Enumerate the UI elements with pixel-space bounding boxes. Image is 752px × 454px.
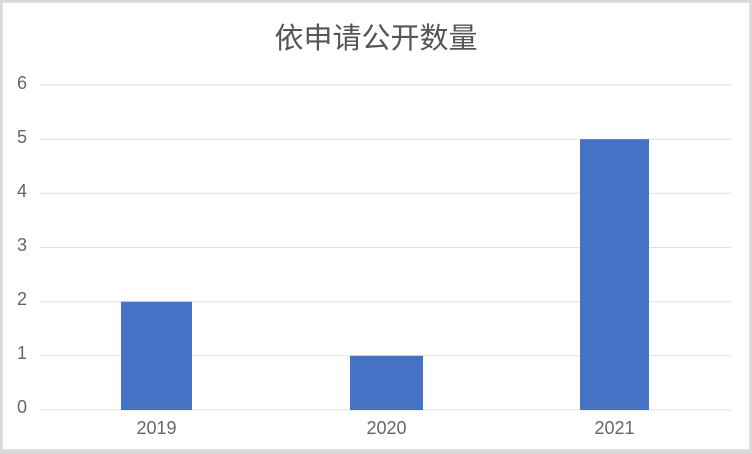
svg-text:2020: 2020	[366, 418, 406, 438]
svg-text:2: 2	[17, 289, 27, 309]
svg-text:3: 3	[17, 235, 27, 255]
svg-text:4: 4	[17, 181, 27, 201]
svg-text:2021: 2021	[594, 418, 634, 438]
svg-text:2019: 2019	[136, 418, 176, 438]
svg-text:6: 6	[17, 73, 27, 93]
svg-text:1: 1	[17, 343, 27, 363]
svg-text:0: 0	[17, 397, 27, 417]
svg-text:5: 5	[17, 127, 27, 147]
